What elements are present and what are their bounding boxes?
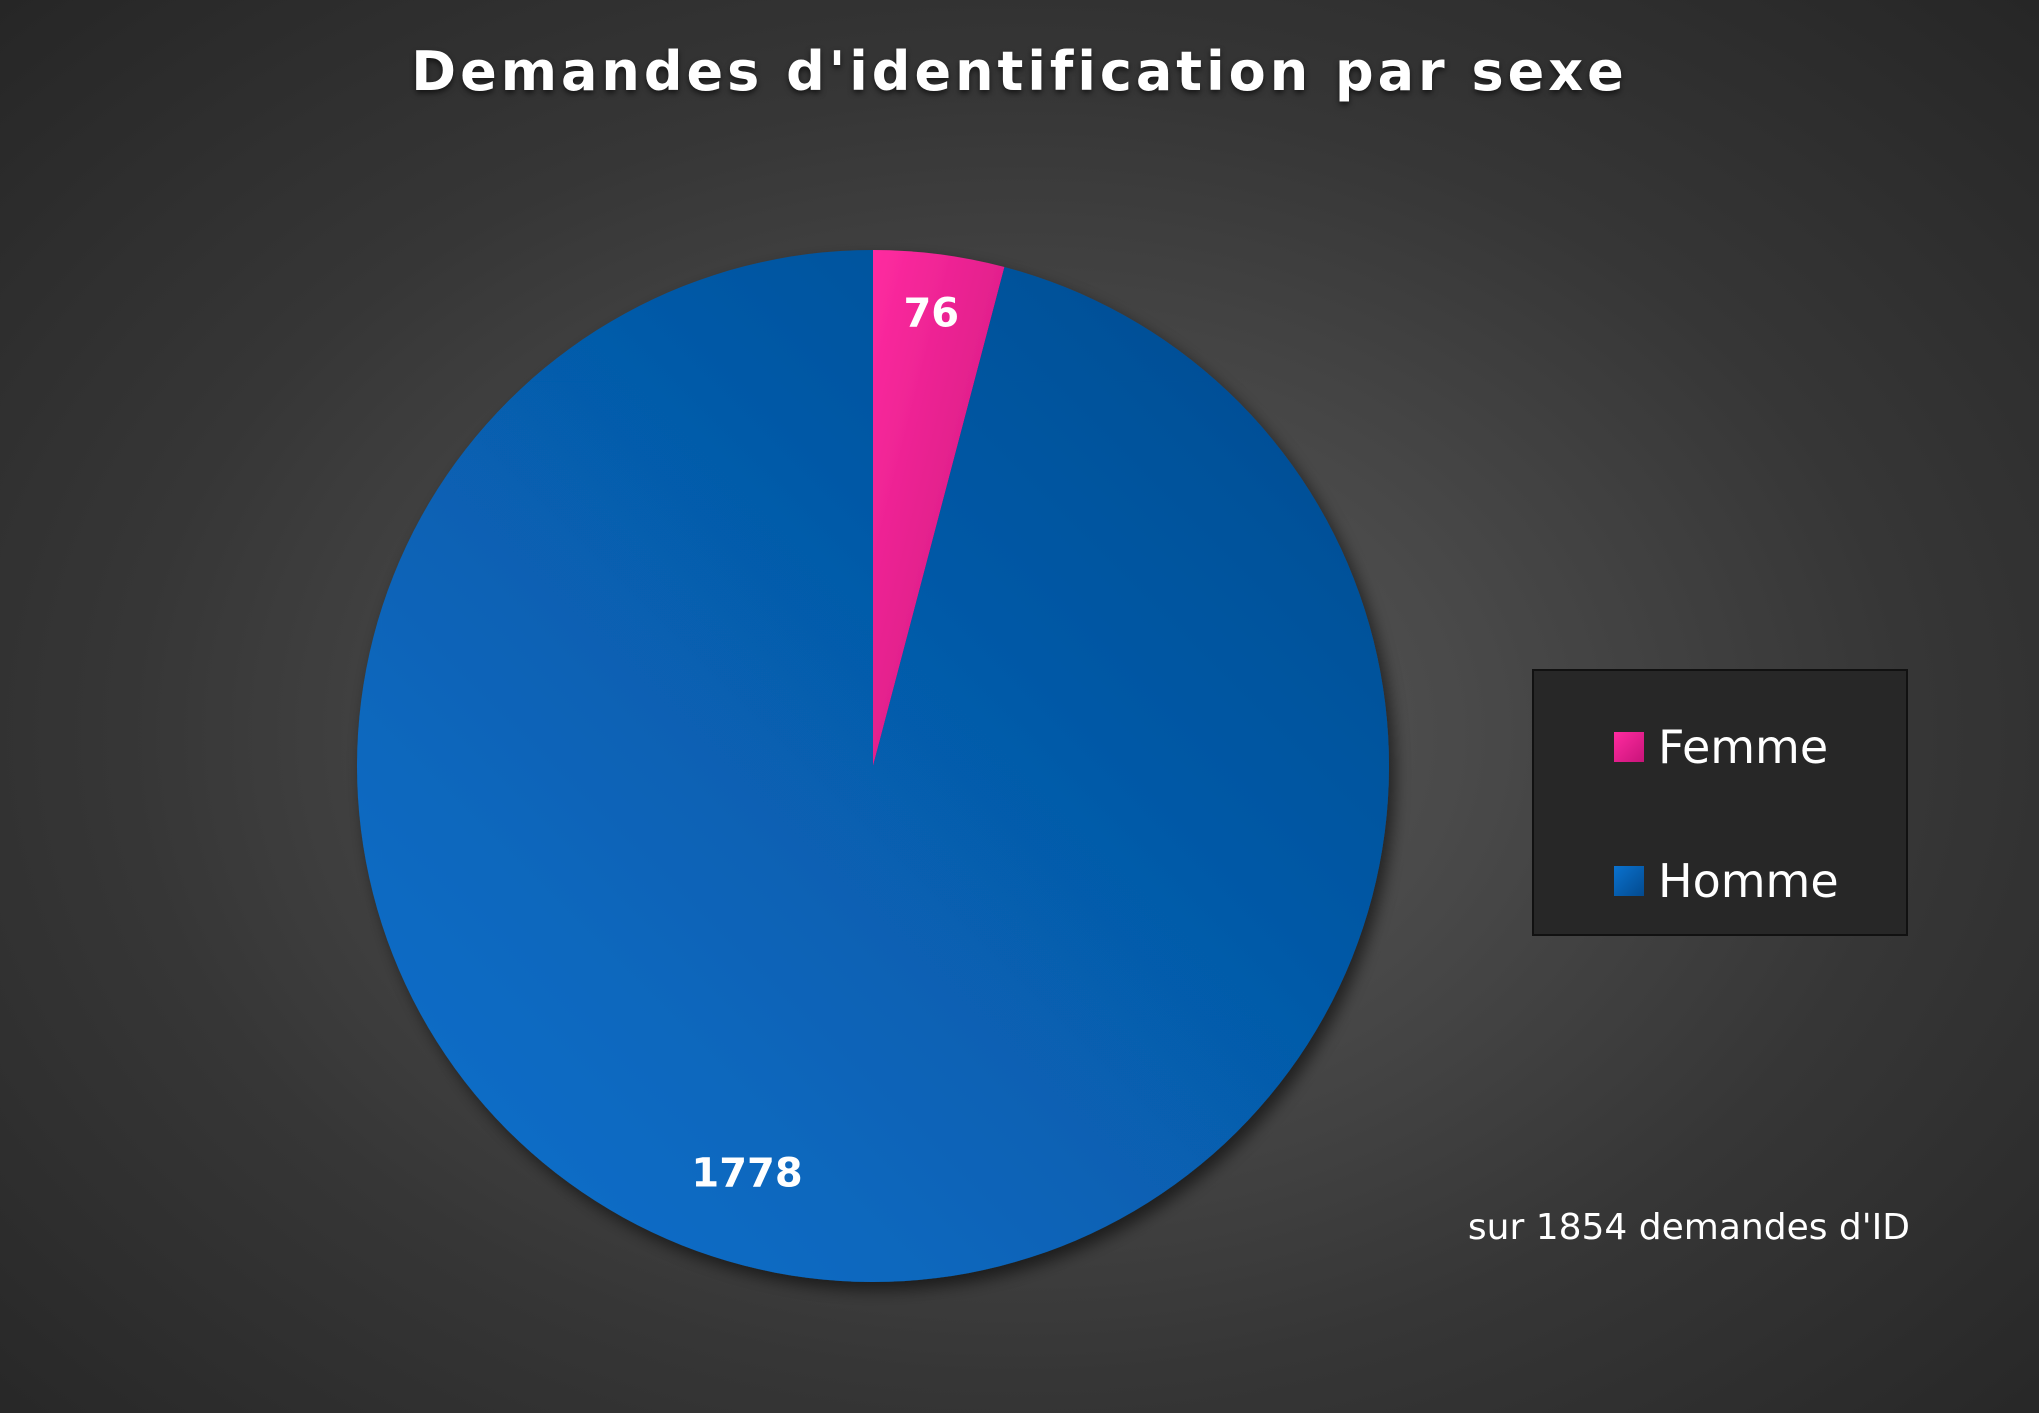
legend-item-homme: Homme [1614, 851, 1839, 911]
chart-legend: Femme Homme [1532, 669, 1908, 936]
blue-square-icon [1614, 866, 1644, 896]
legend-item-femme: Femme [1614, 717, 1828, 777]
data-label-homme: 1778 [691, 1150, 802, 1196]
chart-annotation: sur 1854 demandes d'ID [1467, 1207, 1910, 1248]
legend-label-femme: Femme [1658, 720, 1829, 774]
pie-slice-homme [357, 250, 1390, 1282]
pink-square-icon [1614, 732, 1644, 762]
data-label-femme: 76 [903, 291, 959, 337]
chart-title: Demandes d'identification par sexe [411, 40, 1628, 103]
pie-slice-femme [873, 250, 1005, 766]
legend-label-homme: Homme [1658, 854, 1839, 908]
